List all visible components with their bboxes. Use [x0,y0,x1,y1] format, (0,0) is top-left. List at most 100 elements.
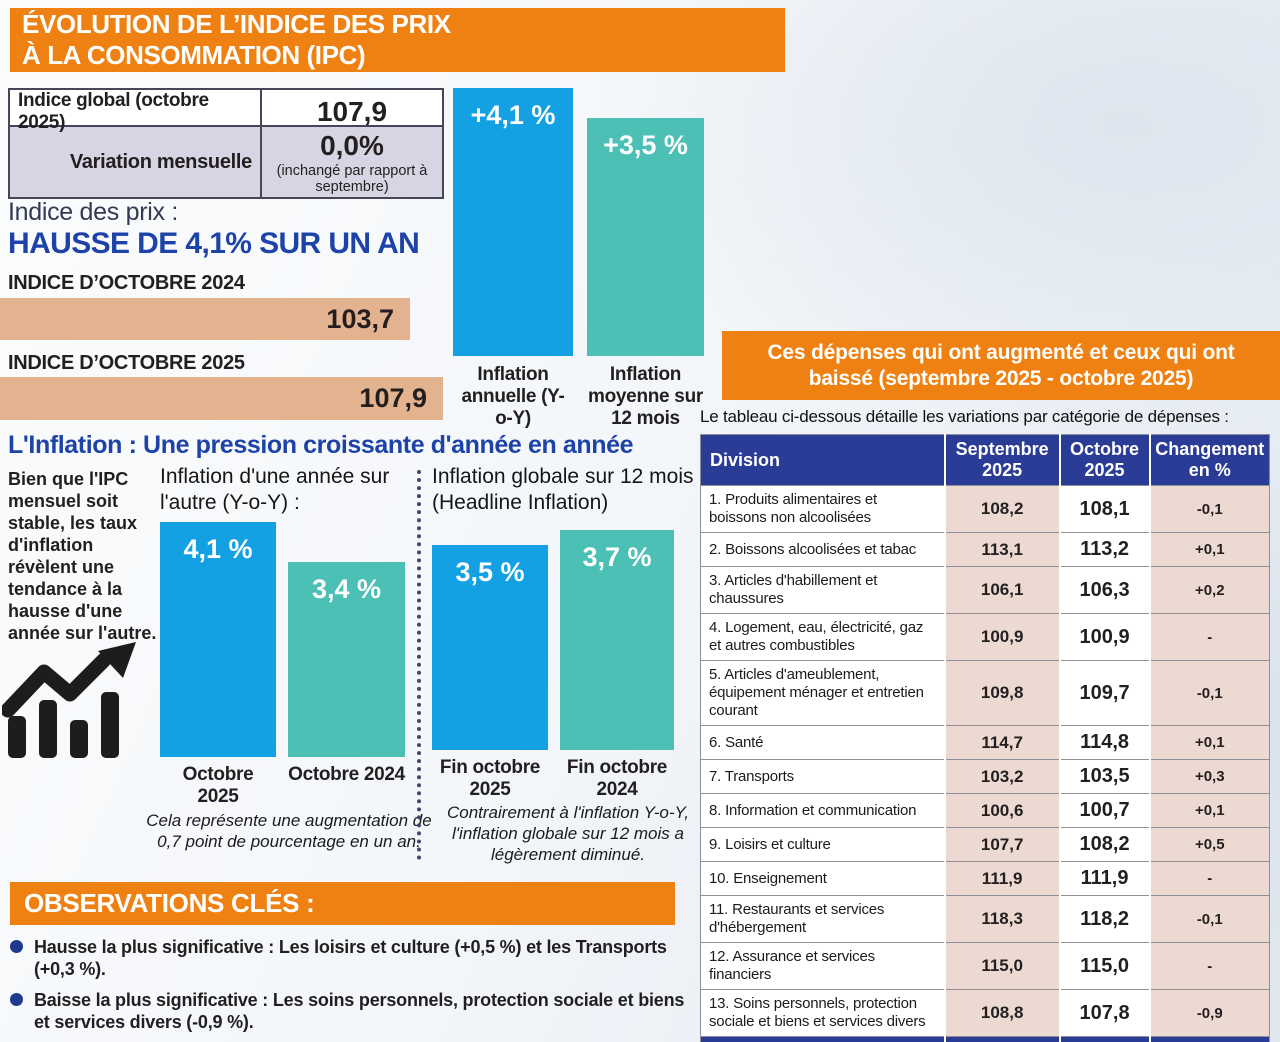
cell-division: 13. Soins personnels, protection sociale… [700,989,945,1037]
yoy-2024-value: 3,4 % [311,574,382,604]
annual-inflation-label: Inflation annuelle (Y-o-Y) [461,364,565,429]
price-index-headline: HAUSSE DE 4,1% SUR UN AN [8,227,420,260]
cell-division: 3. Articles d'habillement et chaussures [700,566,945,614]
cell-change: +0,2 [1148,566,1270,614]
bullet-dot-icon [10,993,23,1006]
table-row: 11. Restaurants et services d'hébergemen… [700,895,1270,943]
headline-chart-title: Inflation globale sur 12 mois (Headline … [432,465,694,514]
yoy-2024-bar: 3,4 % [288,562,405,757]
cell-september: 107,7 [943,827,1060,862]
summary-table: Indice global (octobre 2025) 107,9 Varia… [8,88,444,199]
cell-division: 12. Assurance et services financiers [700,942,945,990]
average-inflation-label: Inflation moyenne sur 12 mois [588,364,703,429]
cell-division: 1. Produits alimentaires et boissons non… [700,485,945,533]
cell-october: 100,7 [1058,793,1150,828]
cell-october: 107,8 [1058,989,1150,1037]
dotted-divider [417,470,421,860]
cell-september: 113,1 [943,532,1060,567]
summary-label: Indice global (octobre 2025) [18,90,209,133]
cell-october: 118,2 [1058,895,1150,943]
table-row: 9. Loisirs et culture 107,7 108,2 +0,5 [700,827,1270,862]
footer-september-value: 107,9 [943,1036,1060,1042]
summary-label: Variation mensuelle [69,150,252,173]
column-header-division: Division [700,434,945,486]
cell-change: -0,1 [1148,895,1270,943]
cell-change: +0,1 [1148,793,1270,828]
footer-october-value: 107,9 [1058,1036,1150,1042]
index-2025-label: INDICE D’OCTOBRE 2025 [8,352,245,374]
table-footer-row: Toutes Divisions 107,9 107,9 - [700,1036,1270,1042]
cell-division: 7. Transports [700,759,945,794]
index-2025-value: 107,9 [359,383,427,413]
table-row: 4. Logement, eau, électricité, gaz et au… [700,613,1270,661]
table-subtitle: Le tableau ci-dessous détaille les varia… [700,407,1229,426]
headline-2024-bar: 3,7 % [560,530,674,750]
table-row: 5. Articles d'ameublement, équipement mé… [700,660,1270,726]
table-row: 1. Produits alimentaires et boissons non… [700,485,1270,533]
cell-october: 113,2 [1058,532,1150,567]
cell-september: 100,6 [943,793,1060,828]
cell-september: 103,2 [943,759,1060,794]
cell-change: +0,1 [1148,532,1270,567]
observation-item: Hausse la plus significative : Les loisi… [10,936,694,980]
divisions-table-header: Division Septembre 2025 Octobre 2025 Cha… [700,434,1270,486]
observation-item: Baisse la plus significative : Les soins… [10,989,694,1033]
observation-text: Baisse la plus significative : Les soins… [34,990,685,1032]
table-row: 3. Articles d'habillement et chaussures 1… [700,566,1270,614]
cell-change: +0,3 [1148,759,1270,794]
cell-september: 114,7 [943,725,1060,760]
monthly-variation-value: 0,0% [320,129,384,161]
cell-october: 100,9 [1058,613,1150,661]
divisions-table-body: 1. Produits alimentaires et boissons non… [700,485,1270,1037]
cell-september: 111,9 [943,861,1060,896]
cell-september: 106,1 [943,566,1060,614]
annual-inflation-bar: +4,1 % [453,88,573,356]
headline-2024-value: 3,7 % [582,542,652,572]
table-row: 13. Soins personnels, protection sociale… [700,989,1270,1037]
inflation-section-title: L'Inflation : Une pression croissante d'… [8,431,634,459]
yoy-2025-label: Octobre 2025 [182,764,254,807]
headline-2025-bar: 3,5 % [432,545,548,750]
cell-september: 108,8 [943,989,1060,1037]
summary-row-monthly-variation: Variation mensuelle 0,0% (inchangé par r… [10,125,442,197]
yoy-2025-value: 4,1 % [183,534,253,564]
summary-value: 0,0% (inchangé par rapport à septembre) [260,127,442,197]
average-inflation-value: +3,5 % [603,130,688,160]
table-row: 12. Assurance et services financiers 115,… [700,942,1270,990]
observations-banner: OBSERVATIONS CLÉS : [10,882,675,925]
observations-list: Hausse la plus significative : Les loisi… [10,936,694,1042]
price-index-kicker: Indice des prix : [8,198,178,226]
cell-division: 4. Logement, eau, électricité, gaz et au… [700,613,945,661]
cell-division: 11. Restaurants et services d'hébergemen… [700,895,945,943]
inflation-intro-text: Bien que l'IPC mensuel soit stable, les … [8,469,157,643]
cell-october: 103,5 [1058,759,1150,794]
bullet-dot-icon [10,940,23,953]
footer-label: Toutes Divisions [700,1036,945,1042]
cell-division: 9. Loisirs et culture [700,827,945,862]
cell-october: 109,7 [1058,660,1150,726]
bar-chart-rising-arrow-icon [2,642,136,758]
cell-division: 6. Santé [700,725,945,760]
table-header-row: Division Septembre 2025 Octobre 2025 Cha… [700,434,1270,486]
column-header-september: Septembre 2025 [943,434,1060,486]
main-title-banner: ÉVOLUTION DE L’INDICE DES PRIX À LA CONS… [10,8,785,72]
yoy-chart-caption: Cela représente une augmentation de 0,7 … [146,811,432,851]
cell-change: - [1148,861,1270,896]
cell-september: 115,0 [943,942,1060,990]
table-row: 6. Santé 114,7 114,8 +0,1 [700,725,1270,760]
cell-october: 108,1 [1058,485,1150,533]
index-2024-bar: 103,7 [0,298,410,340]
average-inflation-bar: +3,5 % [587,118,704,356]
observation-text: Hausse la plus significative : Les loisi… [34,937,667,979]
main-title-line2: À LA CONSOMMATION (IPC) [22,40,366,70]
cell-change: -0,9 [1148,989,1270,1037]
index-2025-bar: 107,9 [0,377,443,420]
yoy-2025-bar: 4,1 % [160,522,276,757]
cell-october: 108,2 [1058,827,1150,862]
summary-row-global-index: Indice global (octobre 2025) 107,9 [10,90,442,134]
cell-october: 111,9 [1058,861,1150,896]
headline-chart-caption: Contrairement à l'inflation Y-o-Y, l'inf… [446,803,689,864]
annual-inflation-value: +4,1 % [470,100,556,130]
headline-2024-label: Fin octobre 2024 [566,757,668,800]
